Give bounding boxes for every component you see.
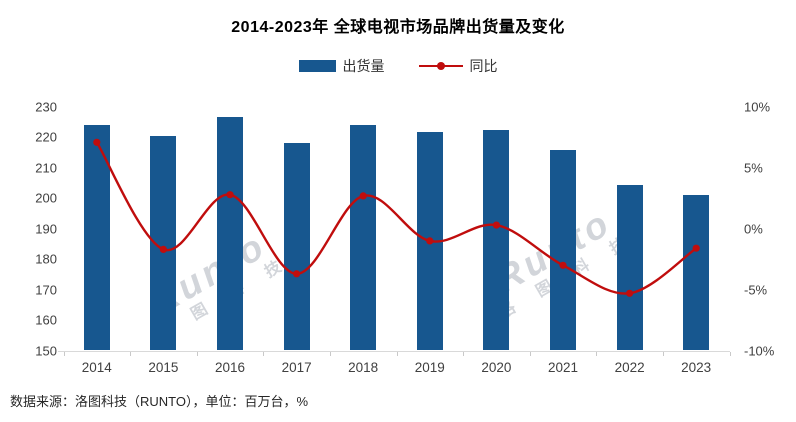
legend-item-shipments: 出货量: [298, 56, 385, 76]
x-axis-tick: [596, 351, 598, 356]
shipments-swatch-icon: [298, 60, 336, 72]
left-axis-label-230: 230: [35, 99, 57, 115]
right-axis-label-5%: 5%: [744, 160, 763, 176]
x-axis-line: [58, 350, 730, 352]
bar-2022: [616, 185, 643, 351]
x-axis-tick: [463, 351, 465, 356]
right-axis-label--5%: -5%: [744, 282, 768, 298]
yoy-line-swatch-icon: [418, 61, 463, 70]
x-axis-tick: [263, 351, 265, 356]
left-axis-label-200: 200: [35, 190, 57, 206]
bar-2015: [150, 135, 177, 351]
legend: 出货量 同比: [0, 56, 796, 76]
right-axis-label-0%: 0%: [744, 221, 763, 237]
chart-title: 2014-2023年 全球电视市场品牌出货量及变化: [231, 19, 565, 36]
bar-2021: [550, 150, 576, 351]
bar-2020: [483, 130, 510, 351]
legend-label-yoy: 同比: [469, 58, 498, 74]
bar-2018: [350, 124, 377, 351]
x-axis-tick: [529, 351, 531, 356]
x-axis-tick: [729, 351, 731, 356]
x-axis-label-2014: 2014: [81, 360, 112, 375]
left-axis-label-190: 190: [35, 221, 57, 237]
bar-2023: [683, 195, 710, 351]
x-axis-label-2018: 2018: [348, 360, 379, 375]
bar-2014: [83, 124, 110, 351]
x-axis-tick: [329, 351, 331, 356]
bar-2017: [283, 142, 310, 351]
left-axis-label-170: 170: [35, 282, 57, 298]
left-axis-label-180: 180: [35, 251, 57, 267]
x-axis-label-2015: 2015: [148, 360, 179, 375]
x-axis-label-2019: 2019: [414, 360, 445, 375]
x-axis-label-2016: 2016: [214, 360, 246, 375]
x-axis-tick: [396, 351, 398, 356]
x-axis-label-2021: 2021: [547, 360, 579, 375]
legend-label-shipments: 出货量: [342, 58, 385, 74]
x-axis-tick: [196, 351, 198, 356]
x-axis-tick: [662, 351, 664, 356]
yoy-marker-icon: [436, 61, 445, 70]
bar-2019: [416, 131, 443, 351]
left-axis-label-150: 150: [35, 343, 57, 358]
source-note: 数据来源：洛图科技（RUNTO），单位：百万台，%: [10, 394, 309, 409]
left-axis-label-160: 160: [35, 312, 57, 328]
x-axis-tick: [63, 351, 65, 356]
x-axis-tick: [130, 351, 132, 356]
x-axis-label-2023: 2023: [681, 360, 712, 375]
x-axis-label-2020: 2020: [481, 360, 512, 375]
right-axis-label-10%: 10%: [744, 99, 771, 115]
right-axis-label--10%: -10%: [744, 343, 775, 358]
left-axis-label-210: 210: [35, 160, 57, 176]
left-axis-label-220: 220: [35, 129, 57, 145]
bar-2016: [217, 117, 243, 351]
x-axis-label-2017: 2017: [281, 360, 312, 375]
yoy-line: [95, 141, 697, 295]
x-axis-label-2022: 2022: [614, 360, 645, 375]
legend-item-yoy: 同比: [418, 56, 498, 76]
